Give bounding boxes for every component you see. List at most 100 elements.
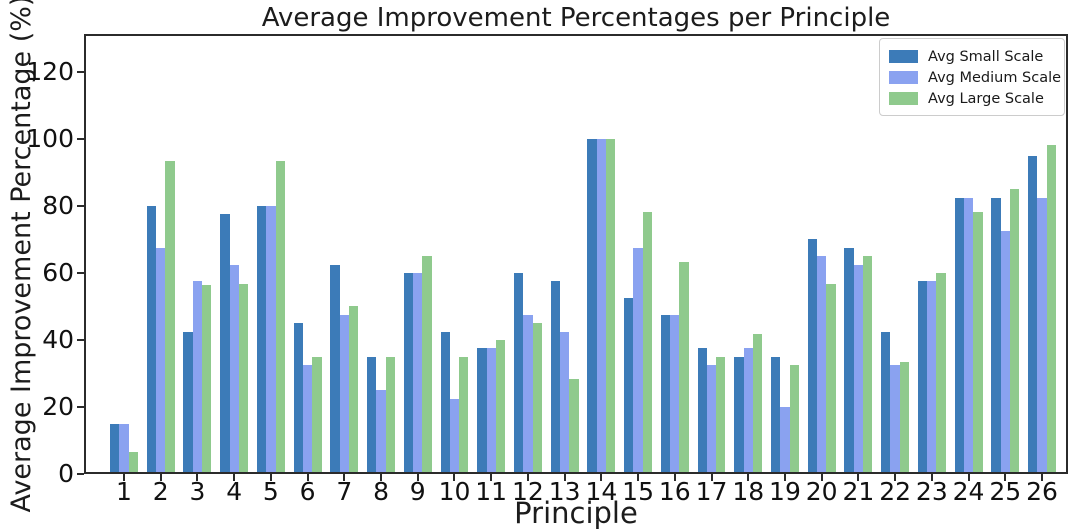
bar (1046, 144, 1056, 474)
x-tick-mark (857, 474, 860, 481)
bar (413, 272, 423, 474)
x-tick-mark (343, 474, 346, 481)
bar (550, 281, 560, 474)
chart-title: Average Improvement Percentages per Prin… (261, 3, 891, 33)
bar (752, 334, 763, 474)
x-tick-label: 8 (373, 477, 389, 506)
y-tick-mark (77, 204, 84, 207)
x-tick-mark (673, 474, 676, 481)
x-tick-mark (490, 474, 493, 481)
x-tick-mark (269, 474, 272, 481)
x-tick-mark (306, 474, 309, 481)
bar (670, 314, 680, 474)
bar (679, 261, 689, 474)
x-tick-mark (159, 474, 162, 481)
x-tick-label: 5 (262, 477, 279, 506)
x-tick-mark (637, 474, 640, 481)
bar (606, 138, 616, 474)
x-tick-mark (930, 474, 933, 481)
bar (312, 356, 322, 474)
bar (523, 314, 533, 474)
x-tick-mark (1041, 474, 1043, 481)
x-tick-mark (820, 474, 823, 481)
bar (1037, 197, 1047, 474)
bar (780, 406, 790, 474)
bar (348, 306, 359, 474)
y-tick-label: 80 (42, 190, 74, 220)
bar (899, 362, 910, 474)
bar (881, 331, 891, 474)
x-tick-label: 4 (226, 477, 243, 506)
x-tick-label: 16 (658, 477, 691, 506)
y-tick-mark (77, 405, 84, 408)
y-tick-label: 0 (58, 459, 74, 488)
y-tick-label: 60 (42, 257, 74, 287)
x-tick-mark (123, 474, 125, 481)
bar (771, 356, 781, 474)
x-tick-mark (747, 474, 750, 481)
x-tick-label: 22 (879, 477, 912, 506)
x-tick-label: 11 (475, 477, 508, 506)
bar (927, 281, 937, 474)
bar (743, 348, 753, 474)
bar (422, 256, 432, 474)
y-tick-mark (77, 338, 84, 341)
bar (238, 284, 249, 474)
bar (110, 423, 120, 474)
bar (973, 211, 983, 474)
legend-label-small-scale: Avg Small Scale (928, 48, 1044, 65)
bar (1028, 155, 1038, 474)
bar (302, 365, 313, 474)
bar (128, 451, 138, 474)
bar (706, 365, 717, 474)
bar (596, 138, 606, 474)
x-tick-label: 18 (732, 477, 765, 506)
x-tick-label: 3 (189, 477, 206, 506)
x-tick-mark (196, 474, 199, 481)
x-tick-label: 20 (805, 477, 838, 506)
bar (146, 205, 157, 474)
bar (486, 348, 496, 474)
x-tick-mark (783, 474, 786, 481)
legend-label-large-scale: Avg Large Scale (928, 90, 1044, 107)
x-tick-label: 2 (152, 477, 169, 506)
x-tick-mark (563, 474, 566, 481)
bar (624, 298, 634, 474)
x-tick-mark (233, 474, 236, 481)
x-tick-mark (416, 474, 419, 481)
bar (917, 281, 928, 474)
bar (1000, 231, 1010, 474)
bar (532, 323, 542, 474)
bar (376, 390, 386, 474)
bar (220, 214, 230, 474)
legend-swatch-medium-scale-icon (889, 71, 918, 84)
x-tick-mark (967, 474, 970, 481)
legend-swatch-large-scale-icon (889, 92, 918, 105)
y-tick-label: 120 (26, 56, 74, 86)
bar (192, 281, 203, 474)
bar (559, 331, 570, 474)
bar (789, 365, 799, 474)
bar (569, 379, 579, 474)
y-tick-mark (77, 70, 84, 73)
x-tick-mark (380, 474, 383, 481)
x-tick-label: 7 (336, 477, 353, 506)
bar (587, 138, 597, 474)
x-tick-label: 15 (622, 477, 654, 506)
bar (697, 348, 707, 474)
plot-area: 1 2 3 4 5 6 7 8 9 10 11 12 13 14 15 16 17 18 19 20 21 22 23 24 2… (26, 34, 1068, 506)
x-tick-mark (600, 474, 603, 481)
legend-item-small-scale: Avg Small Scale (889, 46, 1056, 67)
bar (440, 331, 450, 474)
bar (266, 205, 276, 474)
bar (890, 365, 900, 474)
bar (495, 339, 506, 474)
legend-label-medium-scale: Avg Medium Scale (928, 69, 1062, 86)
x-tick-label: 24 (952, 477, 985, 506)
bar (293, 323, 303, 474)
bar (477, 348, 487, 474)
bar (716, 356, 726, 474)
bar (633, 247, 643, 474)
bar (853, 264, 864, 474)
